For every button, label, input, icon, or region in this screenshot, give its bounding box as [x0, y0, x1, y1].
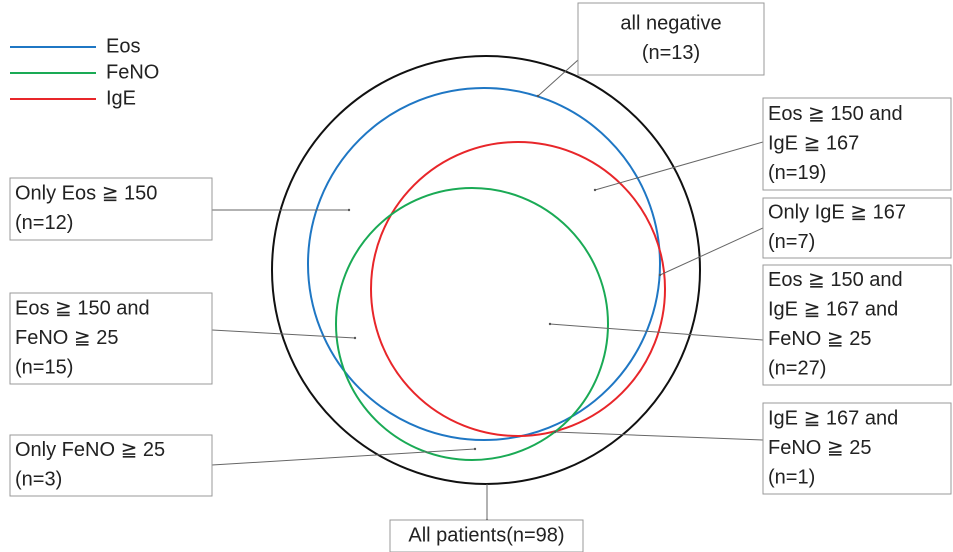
- label-text: Eos ≧ 150 and: [15, 297, 150, 319]
- label-text: IgE ≧ 167 and: [768, 299, 898, 321]
- label-box: [577, 2, 765, 76]
- label-box: [389, 519, 584, 552]
- leader-line: [554, 431, 764, 441]
- label-box: [762, 402, 952, 495]
- ige-circle: [370, 141, 666, 437]
- leader-dot: [347, 208, 351, 212]
- label-text: (n=7): [768, 231, 815, 253]
- leader-dot: [658, 273, 662, 277]
- label-text: FeNO ≧ 25: [768, 328, 871, 350]
- label-text: FeNO ≧ 25: [15, 327, 118, 349]
- label-text: (n=13): [642, 42, 700, 64]
- label-text: (n=27): [768, 358, 826, 380]
- all-patients-circle: [271, 55, 701, 485]
- leader-line: [659, 227, 764, 276]
- leader-line: [211, 329, 356, 339]
- legend-label: IgE: [106, 87, 136, 109]
- eos-circle: [307, 87, 661, 441]
- label-text: all negative: [620, 13, 721, 35]
- label-text: Only Eos ≧ 150: [15, 183, 157, 205]
- leader-line: [537, 59, 579, 97]
- label-text: (n=15): [15, 356, 73, 378]
- label-box: [762, 97, 952, 191]
- label-text: (n=19): [768, 162, 826, 184]
- legend-label: FeNO: [106, 61, 159, 83]
- label-text: (n=12): [15, 212, 73, 234]
- feno-circle: [335, 187, 609, 461]
- label-text: (n=3): [15, 469, 62, 491]
- leader-dot: [353, 336, 357, 340]
- label-text: Eos ≧ 150 and: [768, 103, 903, 125]
- label-box: [9, 292, 213, 385]
- label-text: Eos ≧ 150 and: [768, 269, 903, 291]
- label-text: Only FeNO ≧ 25: [15, 439, 165, 461]
- label-text: IgE ≧ 167: [768, 132, 859, 154]
- leader-dot: [473, 447, 477, 451]
- label-box: [9, 434, 213, 497]
- label-text: (n=1): [768, 466, 815, 488]
- leader-line: [549, 323, 764, 341]
- label-text: IgE ≧ 167 and: [768, 407, 898, 429]
- leader-dot: [536, 94, 540, 98]
- label-text: All patients(n=98): [408, 524, 564, 546]
- legend-label: Eos: [106, 35, 140, 57]
- leader-dot: [593, 188, 597, 192]
- leader-line: [211, 448, 476, 466]
- label-box: [762, 264, 952, 386]
- leader-line: [594, 141, 764, 191]
- label-text: Only IgE ≧ 167: [768, 202, 906, 224]
- label-box: [762, 197, 952, 259]
- leader-dot: [553, 430, 557, 434]
- label-box: [9, 177, 213, 241]
- label-text: FeNO ≧ 25: [768, 437, 871, 459]
- leader-dot: [548, 322, 552, 326]
